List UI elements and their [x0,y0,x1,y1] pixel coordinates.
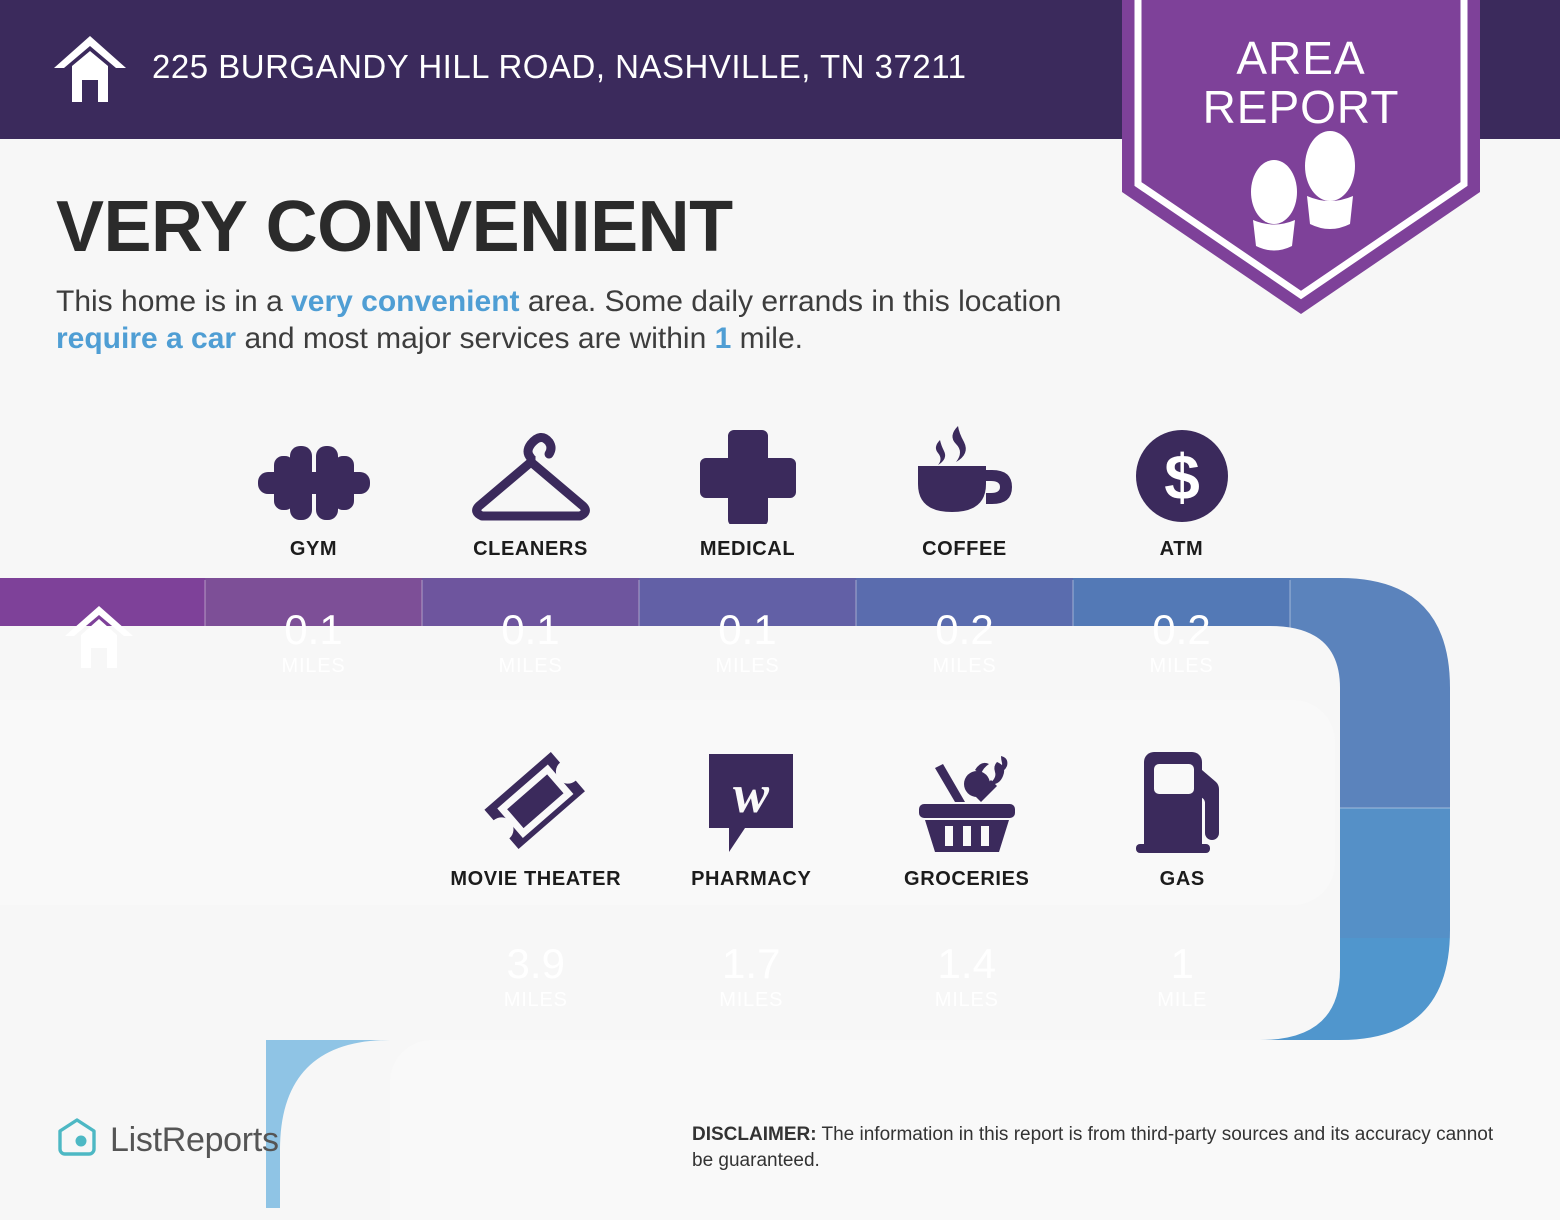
amenity-gas[interactable]: GAS [1075,752,1291,891]
amenity-label: GAS [1159,868,1205,890]
footer-card [390,1040,1560,1220]
amenity-atm[interactable]: $ ATM [1073,424,1290,561]
amenity-label: MEDICAL [699,538,796,560]
amenity-label: COFFEE [922,538,1007,560]
amenity-label: PHARMACY [691,868,812,890]
disclaimer-text: The information in this report is from t… [692,1124,1494,1171]
amenity-row-1: GYM CLEANERS MEDICAL [205,424,1290,561]
badge-line-2: REPORT [1202,81,1400,133]
summary-part-3: and most major services are within [236,322,715,355]
summary-highlight-3: 1 [714,322,732,355]
summary-part-2: area. Some daily errands in this locatio… [519,285,1062,318]
distance-track [0,578,1560,1208]
listreports-wordmark: ListReports [110,1121,279,1159]
summary-highlight-1: very convenient [291,285,520,318]
ticket-icon [482,752,590,854]
gas-pump-icon [1132,752,1232,854]
amenity-pharmacy[interactable]: w PHARMACY [644,754,860,891]
walgreens-w-icon: w [705,754,797,854]
amenity-movie-theater[interactable]: MOVIE THEATER [428,752,644,891]
summary-highlight-2: require a car [56,322,237,355]
badge-label: AREA REPORT [1122,34,1480,132]
amenity-groceries[interactable]: GROCERIES [859,754,1075,891]
area-report-badge: AREA REPORT [1122,0,1480,314]
amenity-label: MOVIE THEATER [450,868,622,890]
listreports-logo: ListReports [56,1117,279,1164]
summary-part-1: This home is in a [56,285,292,318]
svg-text:$: $ [1164,441,1200,513]
hanger-icon [465,424,597,524]
amenity-coffee[interactable]: COFFEE [856,424,1073,561]
row2-icon-card [0,700,1335,905]
amenity-row-2: MOVIE THEATER w PHARMACY [428,752,1291,891]
amenity-label: GROCERIES [904,868,1030,890]
medical-cross-icon [699,424,796,524]
coffee-cup-icon [910,424,1020,524]
badge-line-1: AREA [1236,32,1366,84]
home-icon [52,34,128,104]
summary-text: This home is in a very convenient area. … [56,283,1106,357]
amenity-label: CLEANERS [473,538,588,560]
listreports-house-icon [56,1117,98,1164]
summary-part-4: mile. [731,322,803,355]
dumbbell-icon [248,424,380,524]
amenity-cleaners[interactable]: CLEANERS [422,424,639,561]
dollar-circle-icon: $ [1134,424,1230,524]
page-title: VERY CONVENIENT [56,187,733,267]
disclaimer-label: DISCLAIMER: [692,1124,817,1145]
svg-text:w: w [733,764,770,824]
amenity-label: ATM [1159,538,1204,560]
basket-icon [913,754,1021,854]
amenity-medical[interactable]: MEDICAL [639,424,856,561]
amenity-gym[interactable]: GYM [205,424,422,561]
home-marker-icon [63,604,135,670]
disclaimer: DISCLAIMER: The information in this repo… [692,1122,1512,1174]
amenity-label: GYM [289,538,338,560]
property-address: 225 BURGANDY HILL ROAD, NASHVILLE, TN 37… [152,48,967,85]
